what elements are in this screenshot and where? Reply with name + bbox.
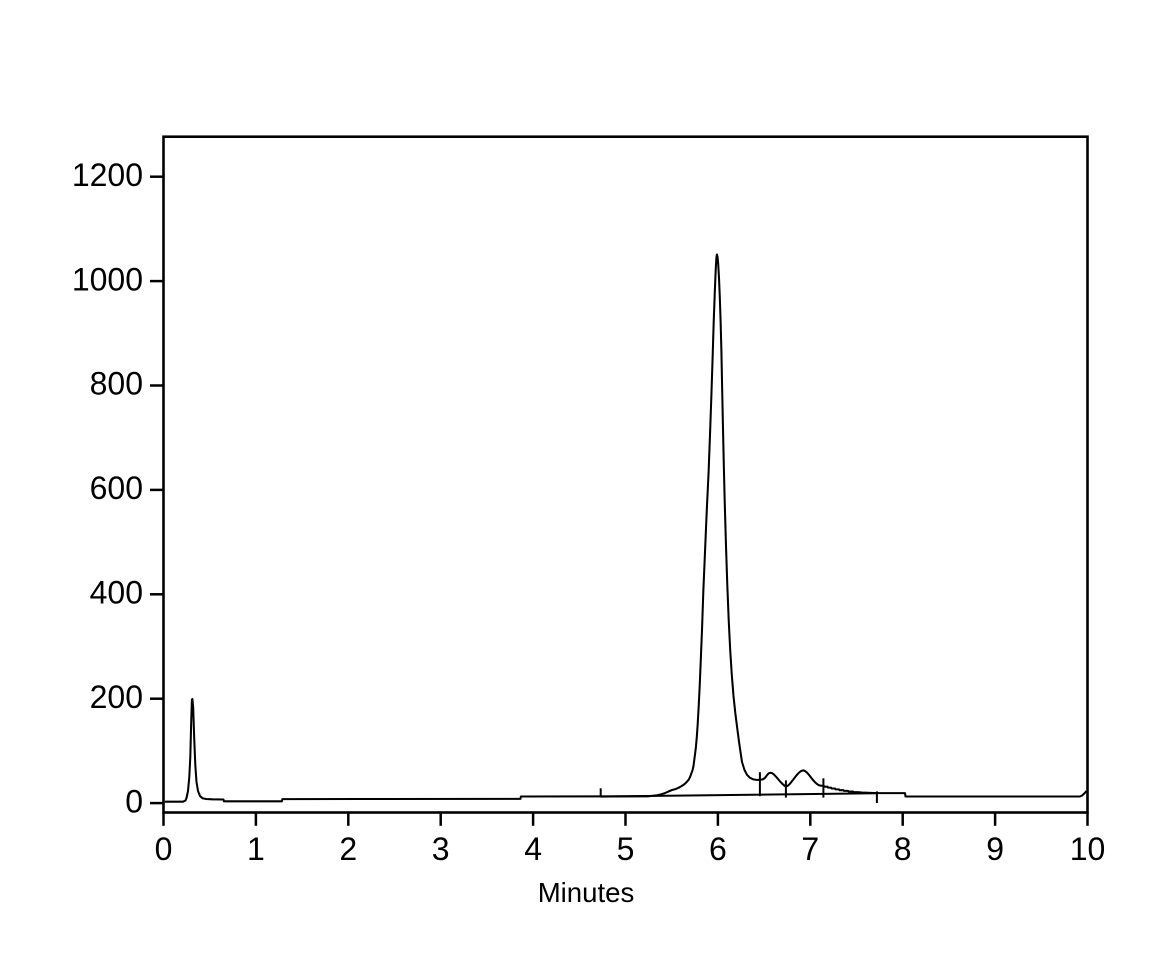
svg-text:800: 800 — [90, 366, 143, 402]
svg-text:5: 5 — [617, 831, 635, 867]
svg-text:0: 0 — [155, 831, 173, 867]
svg-text:9: 9 — [986, 831, 1004, 867]
svg-text:3: 3 — [432, 831, 450, 867]
svg-text:2: 2 — [339, 831, 357, 867]
svg-text:200: 200 — [90, 679, 143, 715]
svg-text:4: 4 — [524, 831, 542, 867]
svg-text:10: 10 — [1070, 831, 1106, 867]
svg-text:Minutes: Minutes — [538, 877, 635, 908]
svg-text:1000: 1000 — [72, 261, 143, 297]
svg-text:400: 400 — [90, 575, 143, 611]
svg-text:8: 8 — [894, 831, 912, 867]
svg-text:0: 0 — [125, 783, 143, 819]
svg-text:600: 600 — [90, 470, 143, 506]
svg-text:1: 1 — [247, 831, 265, 867]
svg-text:7: 7 — [801, 831, 819, 867]
svg-text:6: 6 — [709, 831, 727, 867]
svg-text:1200: 1200 — [72, 157, 143, 193]
